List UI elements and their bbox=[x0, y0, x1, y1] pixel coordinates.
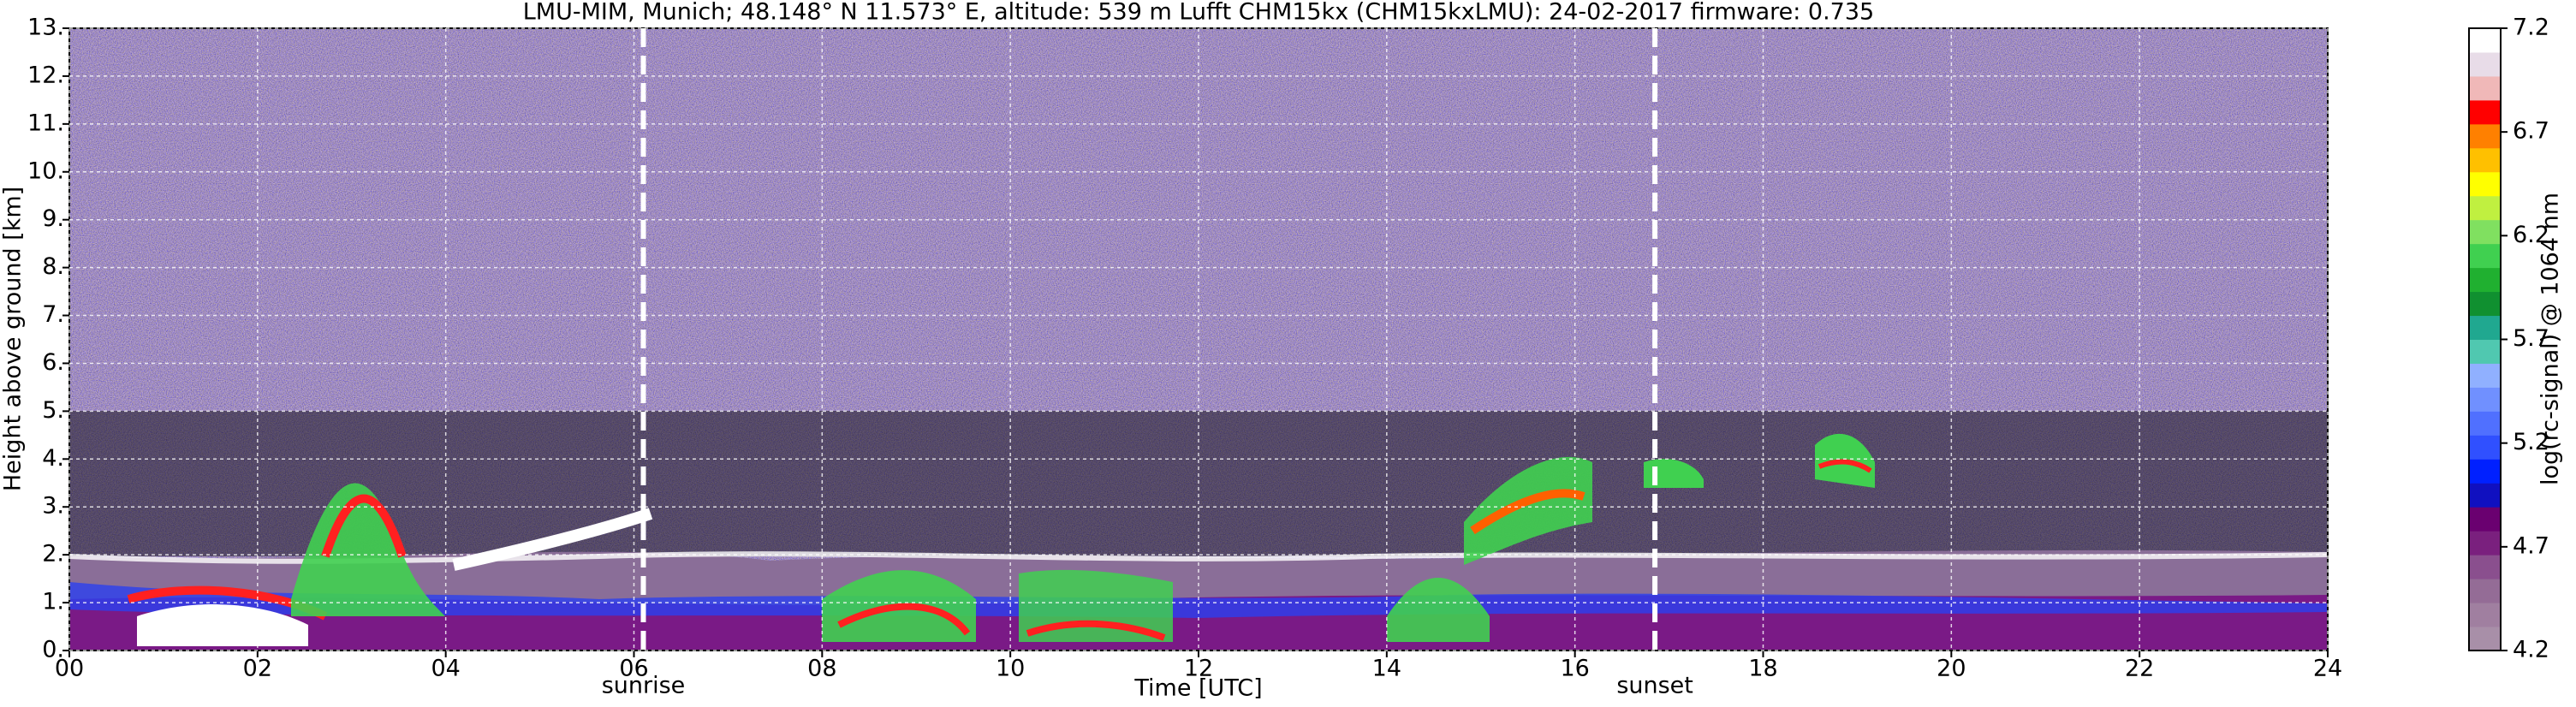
colorbar-segment bbox=[2469, 243, 2501, 269]
x-tick-label: 10 bbox=[996, 656, 1025, 682]
y-tick-label: 2. bbox=[42, 541, 64, 567]
x-tick-label: 12 bbox=[1184, 656, 1213, 682]
colorbar-segment bbox=[2469, 603, 2501, 627]
colorbar-segment bbox=[2469, 507, 2501, 532]
colorbar-segment bbox=[2469, 459, 2501, 484]
colorbar-label: log(rc-signal) @ 1064 nm bbox=[2537, 193, 2564, 485]
colorbar-segment bbox=[2469, 315, 2501, 340]
colorbar-tick-label: 6.7 bbox=[2513, 118, 2549, 145]
y-tick-label: 13. bbox=[27, 15, 64, 41]
colorbar-segment bbox=[2469, 531, 2501, 556]
y-tick-label: 6. bbox=[42, 349, 64, 376]
colorbar-segment bbox=[2469, 75, 2501, 101]
chart-title: LMU-MIM, Munich; 48.148° N 11.573° E, al… bbox=[523, 0, 1874, 26]
x-tick-label: 14 bbox=[1372, 656, 1401, 682]
colorbar-segment bbox=[2469, 483, 2501, 508]
y-axis-label: Height above ground [km] bbox=[0, 187, 27, 491]
y-tick-label: 8. bbox=[42, 253, 64, 280]
colorbar-segment bbox=[2469, 51, 2501, 77]
colorbar-segment bbox=[2469, 363, 2501, 388]
y-tick-label: 10. bbox=[27, 157, 64, 184]
x-tick-label: 24 bbox=[2313, 656, 2342, 682]
y-tick-label: 7. bbox=[42, 301, 64, 328]
x-tick-label: 16 bbox=[1560, 656, 1589, 682]
colorbar-segment bbox=[2469, 627, 2501, 651]
y-tick-label: 3. bbox=[42, 493, 64, 520]
colorbar-segment bbox=[2469, 171, 2501, 197]
y-tick-label: 9. bbox=[42, 205, 64, 232]
x-axis-label: Time [UTC] bbox=[1133, 675, 1262, 702]
x-tick-label: 04 bbox=[431, 656, 460, 682]
y-tick-label: 1. bbox=[42, 589, 64, 615]
colorbar-segment bbox=[2469, 411, 2501, 436]
x-tick-label: 18 bbox=[1748, 656, 1777, 682]
colorbar-segment bbox=[2469, 28, 2501, 53]
x-tick-label: 08 bbox=[807, 656, 836, 682]
y-tick-label: 5. bbox=[42, 397, 64, 424]
colorbar-tick-label: 7.2 bbox=[2513, 15, 2549, 41]
x-tick-label: 00 bbox=[55, 656, 84, 682]
colorbar-tick-label: 4.2 bbox=[2513, 637, 2549, 663]
x-tick-label: 22 bbox=[2125, 656, 2154, 682]
colorbar-segment bbox=[2469, 555, 2501, 579]
colorbar-segment bbox=[2469, 267, 2501, 293]
y-tick-label: 11. bbox=[27, 110, 64, 136]
colorbar-segment bbox=[2469, 99, 2501, 125]
colorbar-segment bbox=[2469, 147, 2501, 173]
colorbar-tick-label: 6.2 bbox=[2513, 222, 2549, 248]
y-tick-label: 0. bbox=[42, 637, 64, 663]
y-tick-label: 12. bbox=[27, 62, 64, 88]
x-tick-label: 06 bbox=[619, 656, 648, 682]
colorbar-segment bbox=[2469, 291, 2501, 317]
colorbar-segment bbox=[2469, 579, 2501, 603]
y-tick-label: 4. bbox=[42, 445, 64, 472]
colorbar-segment bbox=[2469, 123, 2501, 149]
colorbar-tick-label: 5.7 bbox=[2513, 325, 2549, 352]
event-label: sunset bbox=[1616, 673, 1693, 699]
colorbar-segment bbox=[2469, 387, 2501, 412]
x-tick-label: 20 bbox=[1936, 656, 1966, 682]
colorbar-segment bbox=[2469, 219, 2501, 245]
colorbar-tick-label: 5.2 bbox=[2513, 429, 2549, 455]
colorbar-tick-label: 4.7 bbox=[2513, 532, 2549, 559]
colorbar-segment bbox=[2469, 195, 2501, 221]
x-tick-label: 02 bbox=[243, 656, 272, 682]
event-label: sunrise bbox=[602, 673, 686, 699]
colorbar-segment bbox=[2469, 339, 2501, 364]
colorbar-segment bbox=[2469, 435, 2501, 460]
